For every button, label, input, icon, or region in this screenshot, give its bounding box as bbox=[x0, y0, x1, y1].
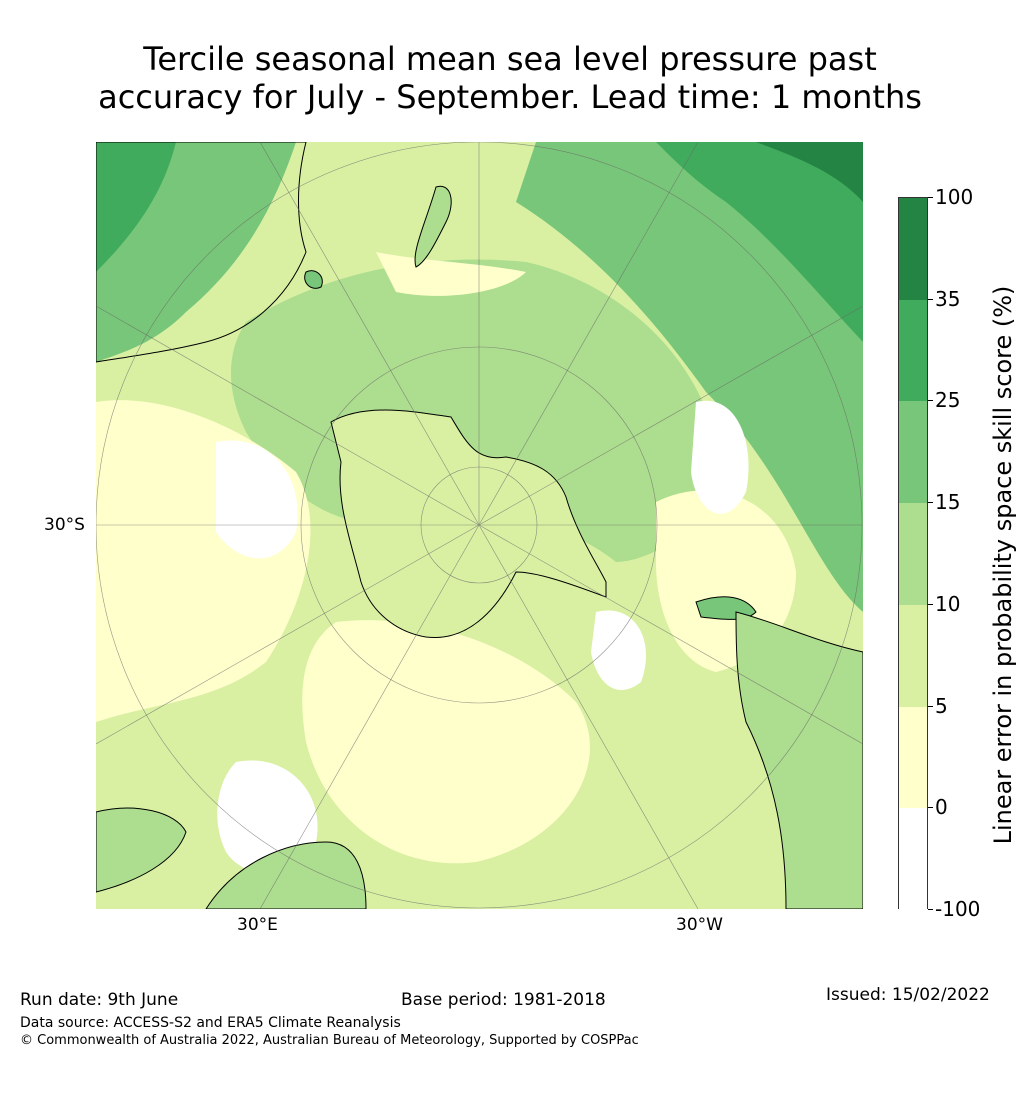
colorbar-tick-mark bbox=[928, 298, 933, 300]
colorbar-tick-label: 25 bbox=[935, 388, 961, 413]
colorbar-segment bbox=[899, 604, 927, 707]
colorbar-segment bbox=[899, 503, 927, 605]
meridian-30w bbox=[478, 524, 699, 909]
colorbar-segment bbox=[899, 401, 927, 504]
skill-region-35-100 bbox=[756, 142, 863, 202]
antarctica-outline bbox=[330, 409, 607, 639]
colorbar-tick-mark bbox=[928, 603, 933, 605]
chart-title: Tercile seasonal mean sea level pressure… bbox=[0, 40, 1020, 116]
polar-skill-map bbox=[96, 142, 863, 909]
colorbar-tick-label: 100 bbox=[935, 185, 974, 209]
issued-date: Issued: 15/02/2022 bbox=[826, 985, 990, 1005]
meridian-30e bbox=[259, 524, 480, 909]
skill-region-negative-2 bbox=[691, 400, 749, 514]
meridian-150w bbox=[478, 142, 699, 526]
skill-region-negative-4 bbox=[591, 610, 646, 691]
skill-region-0-5-north bbox=[376, 252, 526, 296]
title-line-2: accuracy for July - September. Lead time… bbox=[98, 78, 922, 116]
colorbar-segment bbox=[899, 198, 927, 300]
new-zealand-outline bbox=[414, 185, 452, 268]
madagascar-outline bbox=[96, 807, 187, 893]
graticule-meridians bbox=[96, 142, 863, 909]
colorbar-tick-mark bbox=[928, 705, 933, 707]
meridian-60e bbox=[96, 524, 480, 745]
colorbar-tick-label: 0 bbox=[935, 795, 948, 820]
skill-region-25-35-east bbox=[656, 142, 863, 342]
colorbar-tick-label: 10 bbox=[935, 591, 961, 616]
skill-region-negative-1 bbox=[216, 440, 298, 559]
skill-region-negative-3 bbox=[217, 760, 318, 874]
data-source: Data source: ACCESS-S2 and ERA5 Climate … bbox=[20, 1015, 401, 1031]
skill-region-15-25-east bbox=[516, 142, 863, 612]
map-canvas bbox=[96, 142, 863, 909]
label-30s: 30°S bbox=[44, 515, 85, 535]
base-period: Base period: 1981-2018 bbox=[401, 990, 606, 1010]
copyright: © Commonwealth of Australia 2022, Austra… bbox=[20, 1033, 639, 1048]
colorbar-segment bbox=[899, 706, 927, 809]
colorbar-tick-label: 5 bbox=[935, 693, 948, 718]
south-america-outline bbox=[735, 611, 863, 909]
colorbar-tick-mark bbox=[928, 400, 933, 402]
colorbar-tick-mark bbox=[928, 807, 933, 809]
colorbar-label: Linear error in probability space skill … bbox=[989, 285, 1017, 845]
run-date: Run date: 9th June bbox=[20, 990, 179, 1010]
meridian-120e bbox=[96, 305, 480, 526]
colorbar-tick-mark bbox=[928, 197, 933, 198]
colorbar-tick-label: 15 bbox=[935, 490, 961, 515]
meridian-60w bbox=[478, 524, 863, 745]
colorbar-tick-label: -100 bbox=[935, 897, 981, 921]
skill-region-25-35-west bbox=[96, 142, 176, 272]
meridian-120w bbox=[478, 305, 863, 526]
label-30e: 30°E bbox=[237, 915, 278, 935]
label-30w: 30°W bbox=[676, 915, 723, 935]
colorbar bbox=[898, 197, 928, 910]
colorbar-tick-label: 35 bbox=[935, 286, 961, 311]
skill-region-0-5-south bbox=[302, 620, 590, 864]
colorbar-tick-mark bbox=[928, 909, 933, 910]
australia-outline bbox=[96, 142, 307, 363]
colorbar-segment bbox=[899, 299, 927, 402]
title-line-1: Tercile seasonal mean sea level pressure… bbox=[143, 40, 877, 78]
africa-outline bbox=[205, 841, 367, 909]
tasmania-outline bbox=[304, 270, 323, 289]
colorbar-segment bbox=[899, 808, 927, 910]
meridian-150e bbox=[259, 142, 480, 526]
colorbar-tick-mark bbox=[928, 502, 933, 504]
